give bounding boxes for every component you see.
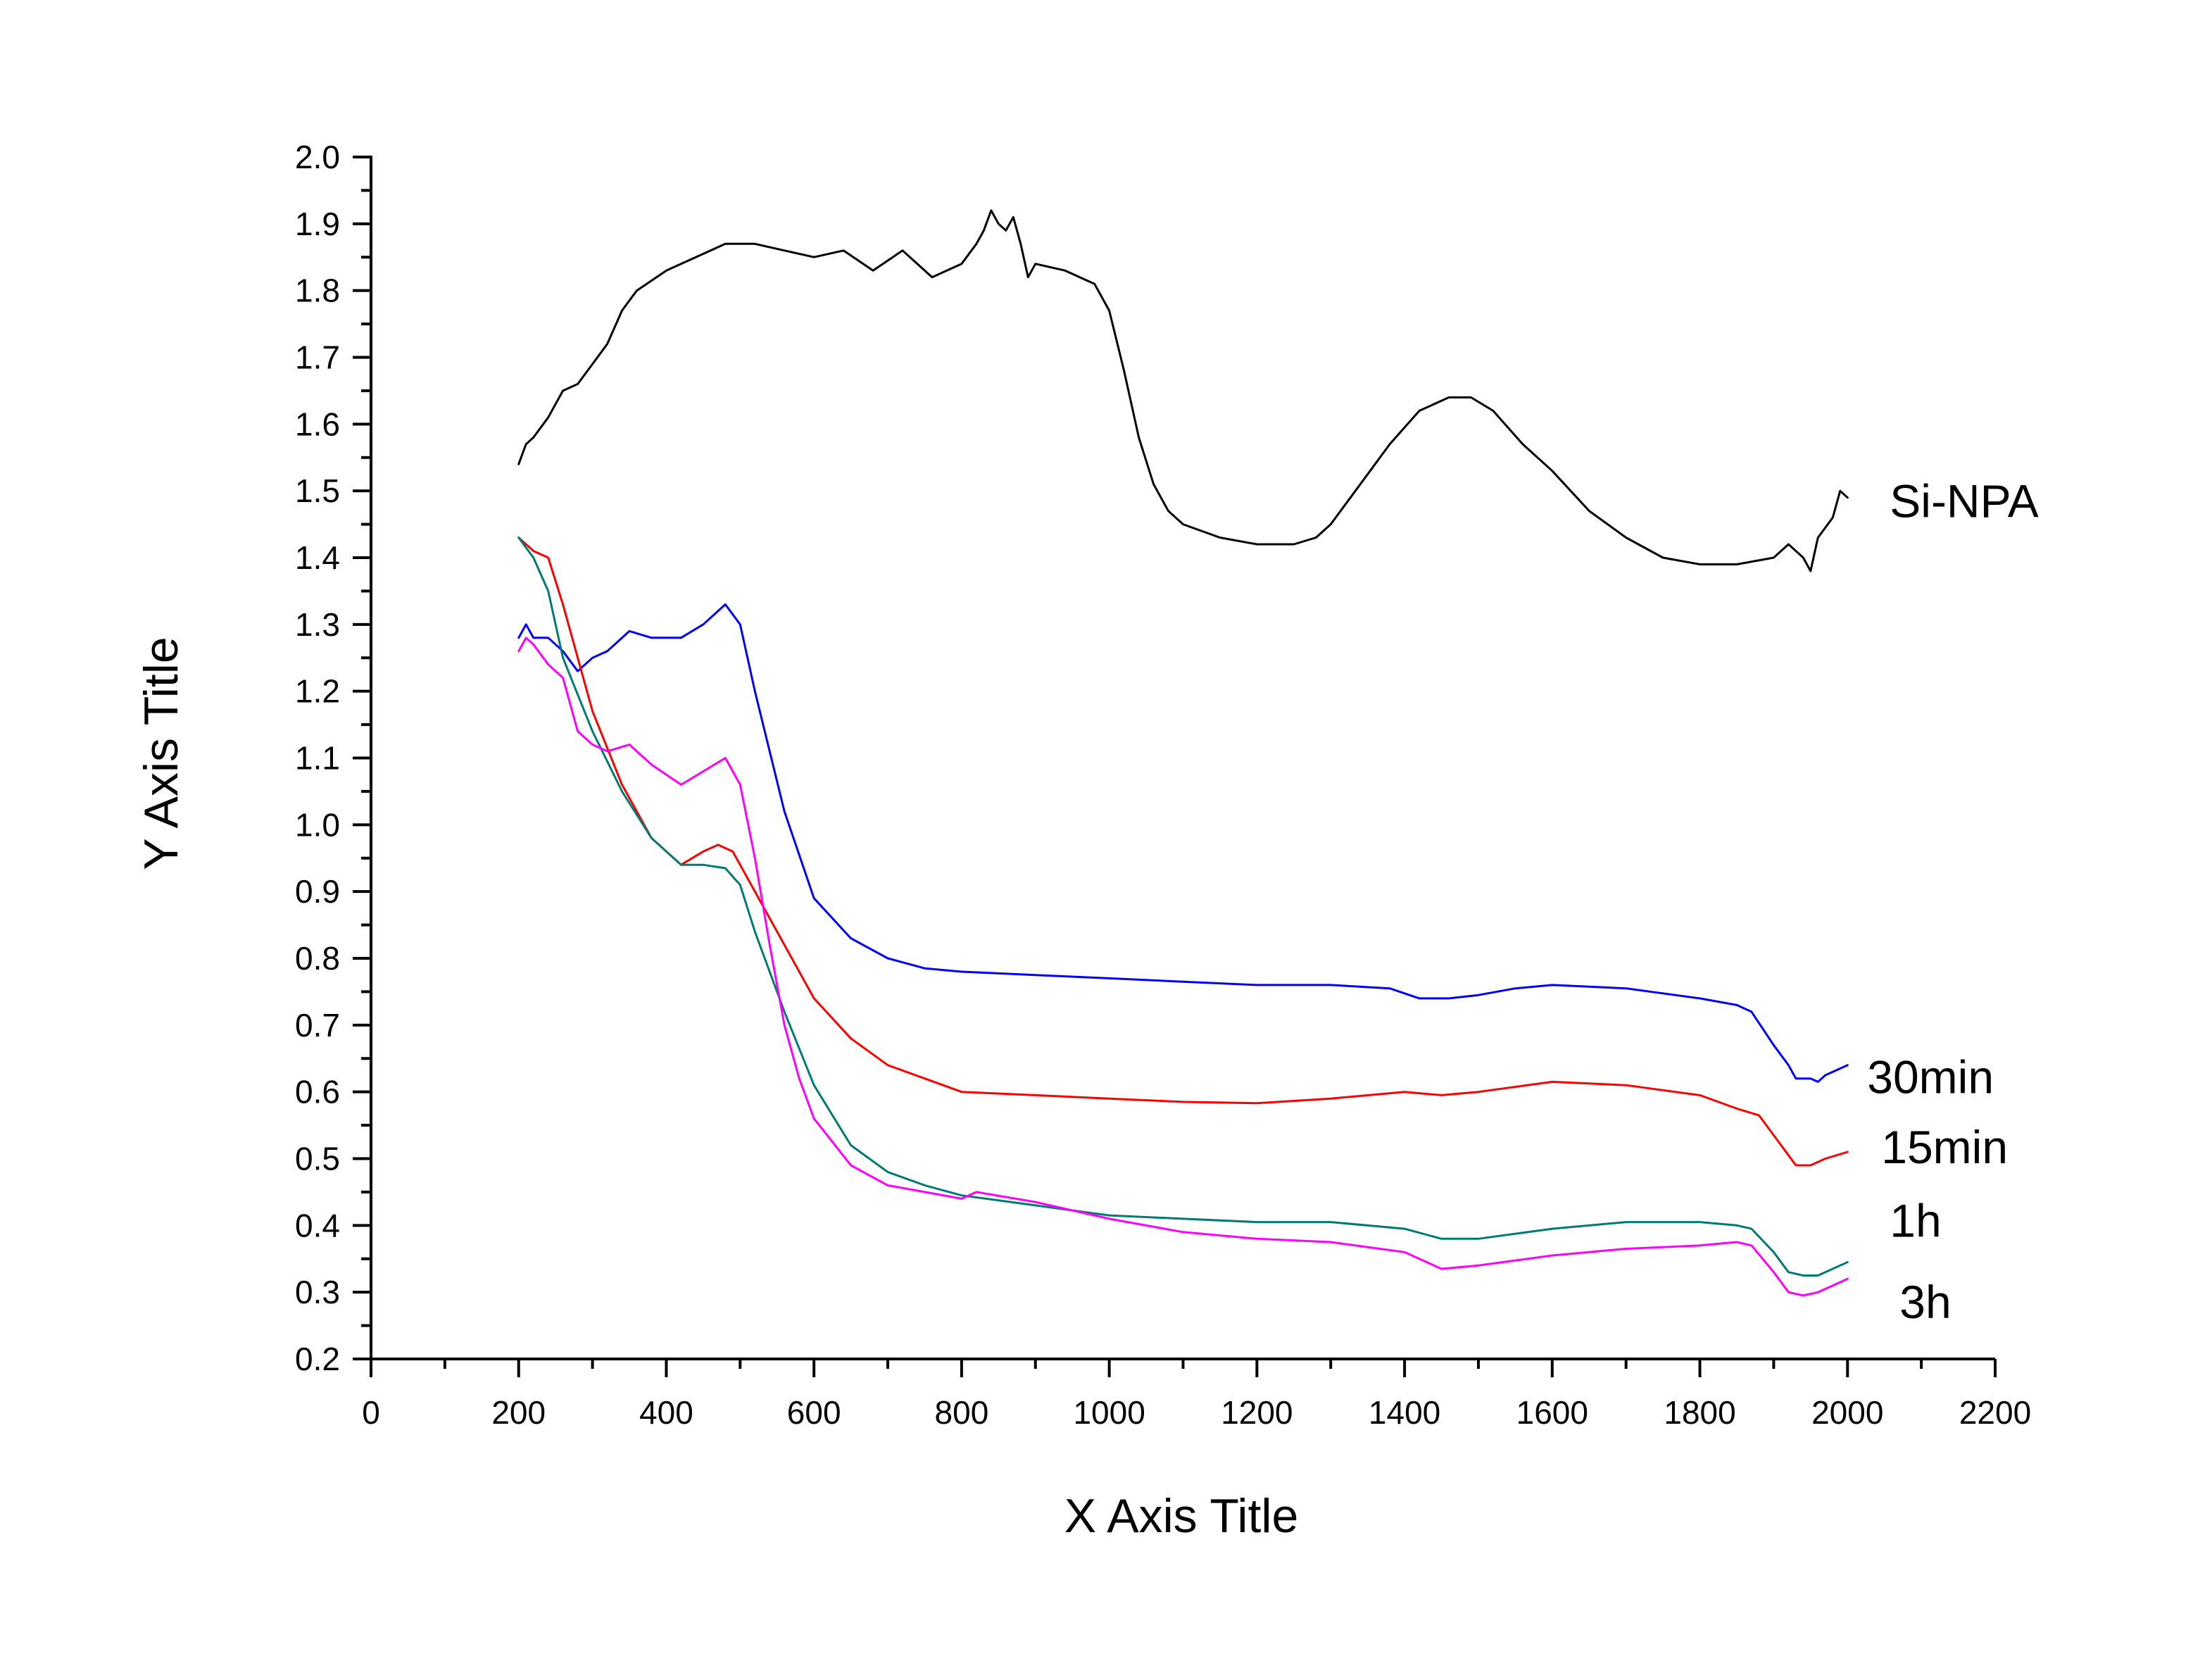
y-axis-title: Y Axis Title — [134, 637, 188, 870]
y-tick-label: 0.7 — [295, 1007, 340, 1044]
x-tick-label: 1200 — [1221, 1394, 1293, 1431]
y-tick-label: 0.4 — [295, 1207, 340, 1243]
x-tick-label: 1800 — [1664, 1394, 1735, 1431]
series-line-30min — [517, 603, 1849, 1083]
series-label: 1h — [1890, 1194, 1941, 1246]
x-tick-label: 1600 — [1516, 1394, 1588, 1431]
x-tick-label: 0 — [362, 1394, 380, 1431]
x-axis-title: X Axis Title — [1064, 1489, 1299, 1543]
series-label: 3h — [1899, 1276, 1951, 1328]
y-tick-label: 0.9 — [295, 873, 340, 910]
y-tick-label: 1.4 — [295, 539, 340, 576]
y-tick-label: 1.6 — [295, 406, 340, 442]
x-tick-label: 800 — [935, 1394, 989, 1431]
series-line-3h — [517, 637, 1849, 1297]
x-tick-label: 2200 — [1959, 1394, 2031, 1431]
y-tick-label: 1.5 — [295, 472, 340, 509]
series-line-si-npa — [517, 209, 1849, 572]
y-tick-label: 0.3 — [295, 1274, 340, 1310]
series-layer: Si-NPA 30min 15min 1h 3h — [517, 209, 2039, 1328]
series-label: 15min — [1881, 1121, 2008, 1173]
x-tick-label: 400 — [639, 1394, 693, 1431]
y-tick-label: 0.2 — [295, 1341, 340, 1377]
series-line-15min — [517, 537, 1849, 1167]
y-tick-label: 1.7 — [295, 339, 340, 376]
y-tick-label: 0.6 — [295, 1074, 340, 1110]
y-tick-label: 2.0 — [295, 139, 340, 175]
y-tick-label: 0.8 — [295, 940, 340, 977]
y-tick-label: 1.2 — [295, 673, 340, 710]
y-tick-label: 1.0 — [295, 806, 340, 843]
y-tick-label: 1.8 — [295, 272, 340, 309]
series-label: 30min — [1867, 1051, 1994, 1103]
x-tick-label: 200 — [491, 1394, 546, 1431]
y-tick-label: 1.3 — [295, 606, 340, 643]
y-tick-label: 0.5 — [295, 1141, 340, 1177]
x-tick-label: 2000 — [1811, 1394, 1883, 1431]
axes: 0 200 400 600 800 1000 1200 1400 1600 1800 2000 220… — [295, 139, 2031, 1431]
y-tick-label: 1.9 — [295, 206, 340, 242]
x-tick-label: 1000 — [1073, 1394, 1145, 1431]
x-tick-label: 1400 — [1369, 1394, 1440, 1431]
x-tick-label: 600 — [787, 1394, 841, 1431]
y-tick-label: 1.1 — [295, 740, 340, 777]
series-line-1h — [517, 537, 1849, 1277]
series-label: Si-NPA — [1890, 475, 2038, 527]
